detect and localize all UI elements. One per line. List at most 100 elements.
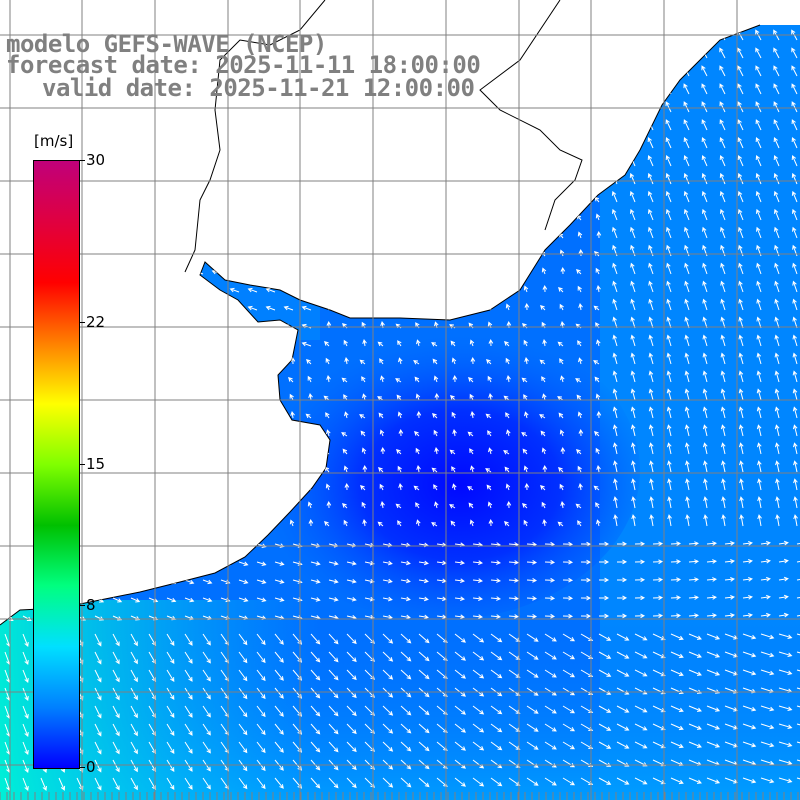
wind-arrow — [577, 105, 582, 113]
wind-arrow — [454, 741, 466, 751]
wind-arrow — [647, 65, 654, 77]
wind-arrow — [94, 741, 102, 755]
wind-arrow — [702, 316, 708, 329]
wind-arrow — [774, 316, 780, 329]
wind-arrow — [791, 65, 798, 77]
wind-arrow — [247, 287, 258, 293]
wind-arrow — [616, 777, 630, 785]
wind-arrow — [397, 520, 402, 527]
wind-arrow — [684, 352, 690, 365]
wind-arrow — [578, 248, 584, 257]
wind-arrow — [22, 651, 29, 666]
wind-arrow — [666, 280, 672, 293]
wind-arrow — [20, 501, 25, 509]
wind-arrow — [631, 496, 636, 509]
wind-arrow — [773, 47, 780, 59]
wind-arrow — [688, 633, 702, 640]
wind-arrow — [796, 759, 800, 765]
wind-arrow — [256, 651, 266, 664]
wind-arrow — [541, 376, 546, 383]
wind-arrow — [613, 496, 618, 509]
wind-arrow — [109, 448, 114, 455]
wind-arrow — [634, 595, 646, 601]
wind-arrow — [107, 486, 114, 491]
wind-arrow — [265, 287, 276, 293]
wind-arrow — [575, 378, 582, 383]
wind-arrow — [544, 613, 556, 619]
wind-arrow — [756, 406, 762, 419]
wind-arrow — [256, 777, 266, 790]
wind-arrow — [648, 424, 654, 437]
wind-arrow — [558, 412, 564, 419]
wind-arrow — [265, 341, 276, 347]
wind-arrow — [684, 424, 690, 437]
wind-arrow — [431, 162, 438, 167]
wind-arrow — [265, 143, 276, 149]
wind-arrow — [229, 215, 240, 221]
wind-arrow — [796, 612, 800, 618]
wind-arrow — [13, 107, 24, 113]
wind-arrow — [362, 284, 368, 293]
wind-arrow — [742, 669, 757, 676]
wind-arrow — [629, 119, 636, 131]
wind-arrow — [360, 305, 366, 311]
wind-arrow — [415, 502, 420, 509]
wind-arrow — [670, 541, 682, 546]
wind-arrow — [127, 501, 133, 509]
wind-arrow — [211, 233, 222, 239]
wind-arrow — [629, 190, 636, 203]
wind-arrow — [146, 500, 152, 509]
wind-arrow — [49, 107, 60, 113]
wind-arrow — [540, 305, 546, 311]
wind-arrow — [577, 411, 583, 419]
wind-arrow — [166, 705, 175, 718]
wind-arrow — [451, 411, 456, 419]
wind-arrow — [652, 577, 664, 583]
wind-arrow — [684, 280, 690, 293]
wind-arrow — [578, 303, 583, 311]
wind-arrow — [193, 197, 204, 203]
wind-arrow — [578, 483, 583, 491]
wind-arrow — [742, 558, 753, 564]
wind-arrow — [362, 464, 368, 473]
wind-arrow — [685, 514, 690, 527]
wind-arrow — [184, 561, 195, 567]
wind-arrow — [558, 287, 564, 293]
wind-arrow — [328, 651, 339, 663]
wind-arrow — [180, 485, 186, 491]
wind-arrow — [630, 226, 636, 239]
wind-arrow — [211, 107, 222, 113]
wind-arrow — [454, 669, 466, 679]
wind-arrow — [112, 741, 120, 755]
wind-arrow — [90, 395, 96, 401]
wind-arrow — [130, 651, 138, 665]
wind-arrow — [562, 595, 574, 601]
wind-arrow — [164, 482, 170, 491]
wind-arrow — [652, 651, 666, 659]
wind-arrow — [301, 143, 312, 149]
wind-arrow — [562, 651, 576, 660]
wind-arrow — [702, 424, 708, 437]
wind-arrow — [490, 705, 503, 715]
wind-arrow — [398, 248, 404, 257]
wind-arrow — [778, 669, 793, 676]
wind-arrow — [488, 393, 493, 401]
wind-arrow — [434, 447, 439, 455]
wind-arrow — [684, 298, 690, 311]
wind-arrow — [558, 467, 564, 473]
wind-arrow — [505, 123, 511, 131]
wind-arrow — [634, 669, 648, 677]
wind-arrow — [683, 119, 690, 131]
wind-arrow — [737, 172, 744, 185]
wind-arrow — [326, 195, 331, 203]
wind-arrow — [755, 137, 762, 149]
wind-arrow — [738, 406, 744, 419]
wind-arrow — [289, 393, 294, 401]
wind-arrow — [103, 341, 114, 347]
wind-arrow — [666, 316, 672, 329]
wind-arrow — [139, 161, 150, 167]
wind-arrow — [13, 197, 24, 203]
wind-arrow — [346, 705, 357, 717]
wind-arrow — [193, 143, 204, 149]
wind-arrow — [738, 298, 744, 311]
